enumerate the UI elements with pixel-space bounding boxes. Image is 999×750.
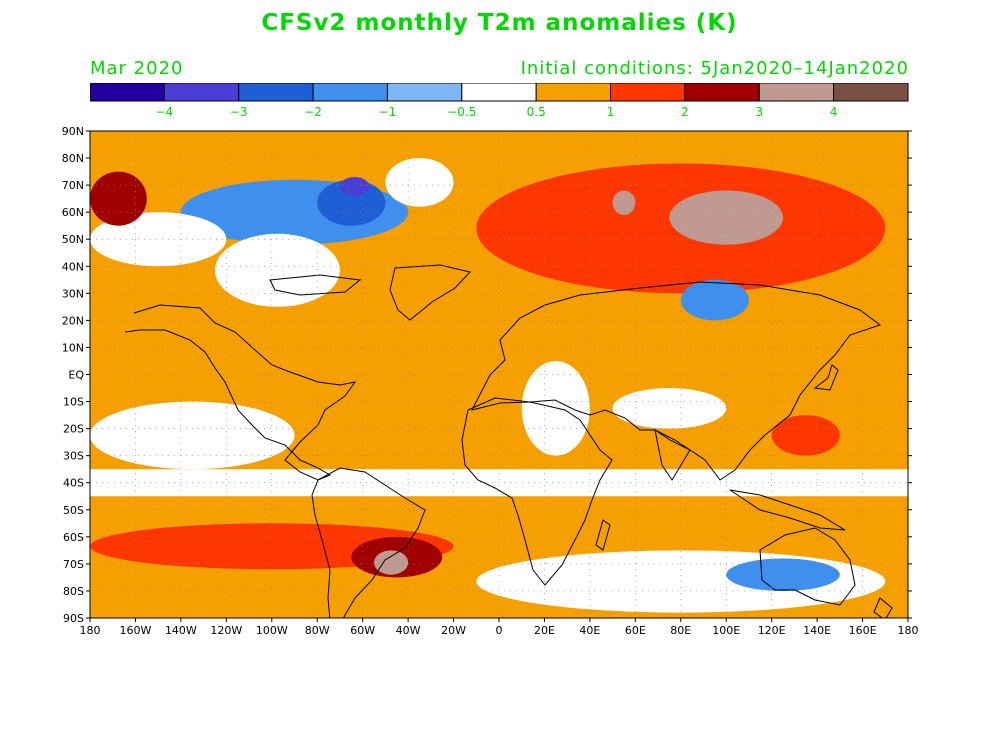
colorbar-swatch — [684, 83, 760, 102]
initial-conditions: Initial conditions: 5Jan2020–14Jan2020 — [520, 58, 909, 79]
lat-label: 70S — [63, 558, 84, 571]
anomaly-siberia-extreme-2 — [669, 190, 784, 245]
lat-label: 10N — [62, 341, 84, 354]
coast-north-america — [124, 304, 357, 481]
lon-label: 120W — [210, 624, 242, 637]
lon-label: 160E — [849, 624, 877, 637]
anomaly-weddell-extreme — [374, 550, 409, 575]
lat-label: 30S — [63, 450, 84, 463]
anomaly-australia-warm — [771, 415, 840, 456]
lon-label: 120E — [758, 624, 786, 637]
forecast-month: Mar 2020 — [90, 58, 184, 79]
map-axes: 90N 80N 70N 60N 50N 40N 30N 20N 10N EQ 10S 20S 30S 40… — [62, 125, 919, 637]
lon-label: 60W — [350, 624, 375, 637]
lat-label: 50S — [63, 504, 84, 517]
lat-label: 90N — [62, 125, 84, 138]
lat-label: EQ — [68, 369, 84, 382]
lon-label: 80E — [670, 624, 691, 637]
lat-label: 70N — [62, 179, 84, 192]
anomaly-s-atlantic-warm — [430, 374, 522, 443]
colorbar-label: 0.5 — [527, 105, 546, 119]
anomaly-map: 90N 80N 70N 60N 50N 40N 30N 20N 10N EQ 10S 20S 30S 40… — [62, 125, 919, 637]
colorbar-label: 2 — [681, 105, 689, 119]
lon-label: 0 — [496, 624, 503, 637]
coast-eurasia — [471, 281, 882, 481]
lon-label: 140W — [165, 624, 197, 637]
anomaly-siberia-extreme-1 — [612, 190, 636, 215]
lat-label: 50N — [62, 233, 84, 246]
anomaly-na-neutral — [214, 233, 340, 307]
coast-se-asia — [729, 489, 846, 531]
lon-label: 80W — [305, 624, 330, 637]
colorbar-label: −3 — [230, 105, 248, 119]
colorbar-swatch — [461, 83, 537, 102]
lat-label: 40N — [62, 260, 84, 273]
coast-india — [654, 429, 691, 481]
colorbar-swatch — [535, 83, 612, 102]
lon-label: 40W — [396, 624, 421, 637]
coast-greenland — [389, 264, 471, 321]
coast-madagascar — [595, 519, 611, 551]
colorbar-label: 3 — [755, 105, 763, 119]
colorbar-label: 4 — [830, 105, 838, 119]
coast-new-zealand — [873, 597, 893, 618]
lon-label: 100W — [256, 624, 288, 637]
colorbar-swatch — [833, 83, 909, 102]
colorbar-label: −1 — [379, 105, 397, 119]
lat-label: 30N — [62, 287, 84, 300]
colorbar-label: −2 — [304, 105, 322, 119]
anomaly-greenland-neutral — [385, 158, 454, 207]
lat-label: 10S — [63, 396, 84, 409]
colorbar-swatch — [238, 83, 314, 102]
colorbar-swatch — [312, 83, 388, 102]
map-title: CFSv2 monthly T2m anomalies (K) — [261, 10, 738, 36]
colorbar-swatch — [610, 83, 686, 102]
anomaly-s-pacific-neutral — [90, 401, 295, 470]
coast-australia — [759, 527, 856, 606]
coast-africa — [461, 397, 613, 586]
lon-label: 60E — [625, 624, 646, 637]
lat-label: 40S — [63, 477, 84, 490]
colorbar-label: 1 — [607, 105, 615, 119]
anomaly-india-cool — [680, 279, 749, 321]
anomaly-baffin-cold — [339, 176, 370, 196]
lat-label: 60N — [62, 206, 84, 219]
lat-label: 80N — [62, 152, 84, 165]
grid-dots — [90, 131, 908, 618]
lon-label: 20E — [534, 624, 555, 637]
anomaly-canada-cold — [317, 179, 386, 226]
lon-label: 180 — [80, 624, 101, 637]
lat-label: 60S — [63, 531, 84, 544]
lat-label: 80S — [63, 585, 84, 598]
lat-label: 20N — [62, 314, 84, 327]
colorbar-swatch — [758, 83, 835, 102]
lon-label: 100E — [712, 624, 740, 637]
coastlines — [124, 264, 893, 618]
anomaly-e-antarctica-cool — [726, 558, 840, 591]
colorbar-label: −0.5 — [447, 105, 476, 119]
lon-label: 140E — [803, 624, 831, 637]
anomaly-pacific-neutral-n — [90, 212, 227, 267]
colorbar-label: −4 — [156, 105, 174, 119]
lon-label: 180 — [898, 624, 919, 637]
lat-label: 90S — [63, 612, 84, 625]
colorbar: −4 −3 −2 −1 −0.5 0.5 1 2 3 4 — [90, 83, 909, 119]
coast-arctic-islands — [269, 274, 362, 296]
lat-label: 20S — [63, 423, 84, 436]
lon-label: 160W — [120, 624, 152, 637]
lon-label: 40E — [579, 624, 600, 637]
coast-japan — [813, 364, 839, 391]
anomaly-bering-warm — [90, 171, 147, 226]
lon-label: 20W — [441, 624, 466, 637]
anomaly-indian-ocean-neutral — [612, 388, 727, 429]
coast-south-america — [311, 467, 426, 618]
colorbar-swatch — [386, 83, 463, 102]
colorbar-swatch — [90, 83, 165, 102]
colorbar-swatch — [163, 83, 240, 102]
